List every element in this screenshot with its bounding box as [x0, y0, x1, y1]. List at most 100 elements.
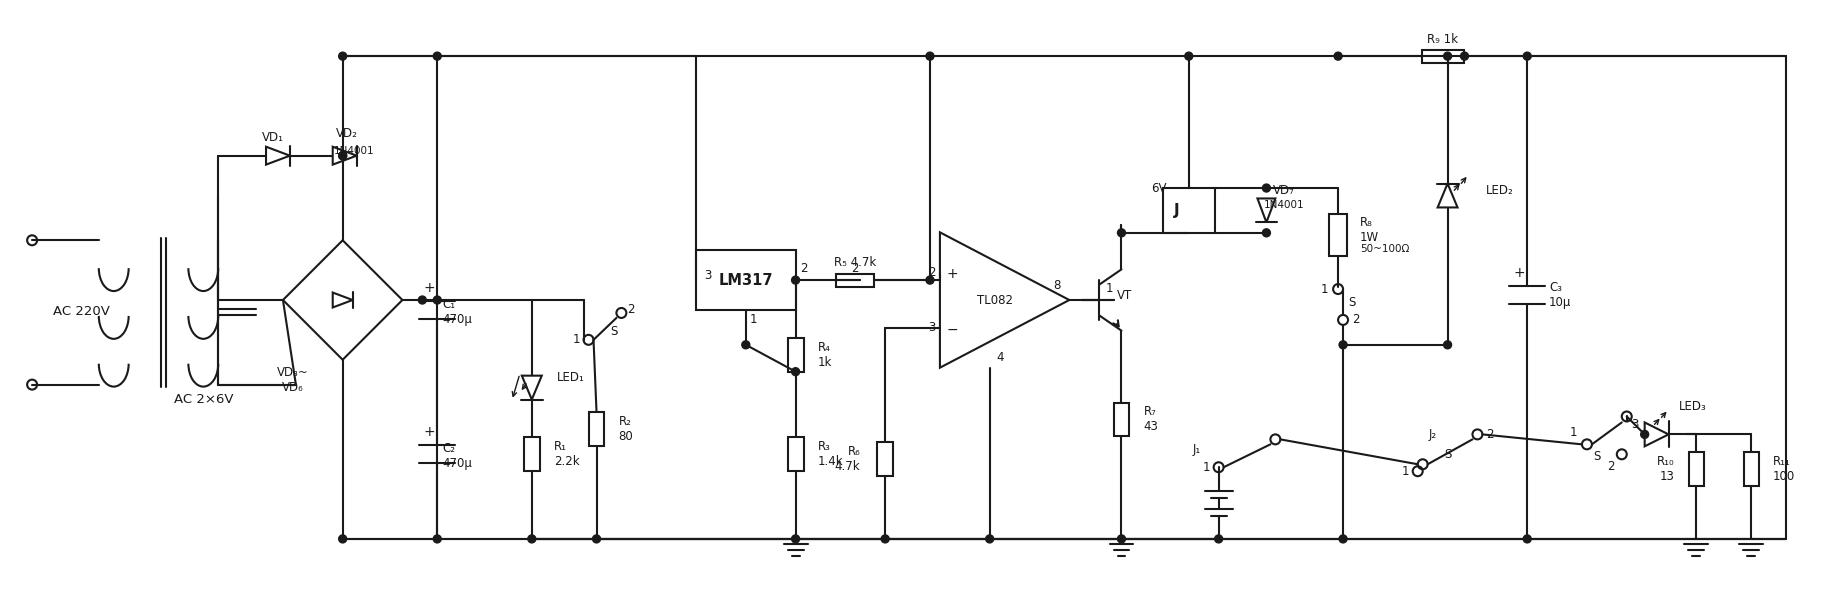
Circle shape — [1339, 535, 1347, 543]
Circle shape — [339, 152, 347, 160]
Text: AC 2×6V: AC 2×6V — [173, 393, 232, 406]
Circle shape — [1524, 535, 1531, 543]
Text: C₁
470μ: C₁ 470μ — [443, 298, 472, 326]
Text: J: J — [1173, 203, 1179, 218]
Text: R₁₀
13: R₁₀ 13 — [1657, 455, 1675, 483]
Circle shape — [882, 535, 889, 543]
Bar — [1328, 214, 1347, 256]
Circle shape — [528, 535, 535, 543]
Text: LED₂: LED₂ — [1485, 184, 1513, 197]
Polygon shape — [1258, 198, 1275, 223]
Text: 6V: 6V — [1151, 182, 1166, 195]
Text: R₉ 1k: R₉ 1k — [1426, 33, 1458, 46]
Circle shape — [1640, 430, 1649, 439]
Text: R₁
2.2k: R₁ 2.2k — [554, 440, 579, 468]
Bar — [788, 338, 804, 371]
Text: 8: 8 — [1053, 278, 1061, 292]
Text: 1N4001: 1N4001 — [334, 146, 375, 155]
Text: AC 220V: AC 220V — [54, 306, 111, 318]
Circle shape — [792, 368, 799, 376]
Bar — [1114, 402, 1129, 436]
Polygon shape — [266, 147, 290, 165]
Polygon shape — [1437, 183, 1458, 208]
Circle shape — [1443, 341, 1452, 349]
Circle shape — [339, 152, 347, 160]
Text: C₂
470μ: C₂ 470μ — [443, 442, 472, 470]
Text: R₆
4.7k: R₆ 4.7k — [834, 445, 860, 473]
Polygon shape — [522, 376, 542, 399]
Text: R₄
1k: R₄ 1k — [817, 341, 832, 369]
Circle shape — [1184, 52, 1192, 60]
Circle shape — [742, 341, 749, 349]
Circle shape — [339, 52, 347, 60]
Circle shape — [434, 535, 441, 543]
Text: LED₁: LED₁ — [557, 371, 585, 384]
Bar — [1688, 453, 1705, 486]
Text: 1N4001: 1N4001 — [1264, 200, 1304, 211]
Circle shape — [1461, 52, 1469, 60]
Circle shape — [1334, 52, 1341, 60]
Bar — [589, 413, 605, 446]
Text: 2: 2 — [1352, 313, 1360, 327]
Text: 1: 1 — [572, 333, 581, 346]
Text: VD₂: VD₂ — [336, 127, 358, 140]
Text: −: − — [946, 323, 958, 337]
Circle shape — [419, 296, 426, 304]
Bar — [836, 273, 875, 287]
Polygon shape — [332, 147, 356, 165]
Circle shape — [926, 276, 934, 284]
Text: R₁₁
100: R₁₁ 100 — [1773, 455, 1795, 483]
Text: 2: 2 — [852, 261, 860, 275]
Text: 3: 3 — [928, 321, 935, 335]
Circle shape — [926, 52, 934, 60]
Text: 1: 1 — [1203, 461, 1210, 474]
Text: +: + — [1513, 266, 1526, 280]
Text: VD₇: VD₇ — [1273, 184, 1295, 197]
Bar — [524, 437, 541, 471]
Text: S: S — [1594, 450, 1601, 463]
Text: R₈
1W: R₈ 1W — [1360, 217, 1378, 244]
Text: R₂
80: R₂ 80 — [618, 416, 633, 443]
Text: 3: 3 — [705, 269, 712, 281]
Text: R₃
1.4k: R₃ 1.4k — [817, 440, 843, 468]
Circle shape — [1262, 184, 1271, 192]
Text: S: S — [1445, 448, 1452, 461]
Bar — [1744, 453, 1758, 486]
Text: 1: 1 — [1402, 465, 1410, 478]
Text: R₅ 4.7k: R₅ 4.7k — [834, 256, 876, 269]
Text: +: + — [424, 281, 435, 295]
Circle shape — [339, 535, 347, 543]
Circle shape — [434, 296, 441, 304]
Circle shape — [434, 52, 441, 60]
Text: 3: 3 — [1631, 418, 1638, 431]
Text: 2: 2 — [627, 304, 635, 316]
Text: 2: 2 — [1607, 460, 1614, 473]
Text: +: + — [946, 267, 958, 281]
Text: 1: 1 — [1105, 281, 1113, 295]
Bar — [696, 250, 795, 310]
Circle shape — [792, 276, 799, 284]
Circle shape — [1524, 52, 1531, 60]
Circle shape — [592, 535, 600, 543]
Text: S: S — [1349, 296, 1356, 310]
Text: LM317: LM317 — [718, 273, 773, 287]
Circle shape — [792, 535, 799, 543]
Circle shape — [1118, 535, 1125, 543]
Text: 50~100Ω: 50~100Ω — [1360, 244, 1410, 254]
Text: S: S — [611, 325, 618, 338]
Text: 1: 1 — [1321, 283, 1328, 296]
Polygon shape — [1644, 422, 1668, 446]
Text: 2: 2 — [1485, 428, 1493, 441]
Bar — [1422, 50, 1463, 62]
Text: 1: 1 — [751, 313, 758, 327]
Bar — [1162, 188, 1214, 233]
Bar — [788, 437, 804, 471]
Text: TL082: TL082 — [976, 293, 1013, 307]
Polygon shape — [332, 293, 352, 307]
Text: J₁: J₁ — [1192, 443, 1201, 456]
Circle shape — [985, 535, 994, 543]
Circle shape — [1443, 52, 1452, 60]
Text: 2: 2 — [928, 266, 935, 279]
Bar — [876, 442, 893, 476]
Text: 2: 2 — [799, 261, 808, 275]
